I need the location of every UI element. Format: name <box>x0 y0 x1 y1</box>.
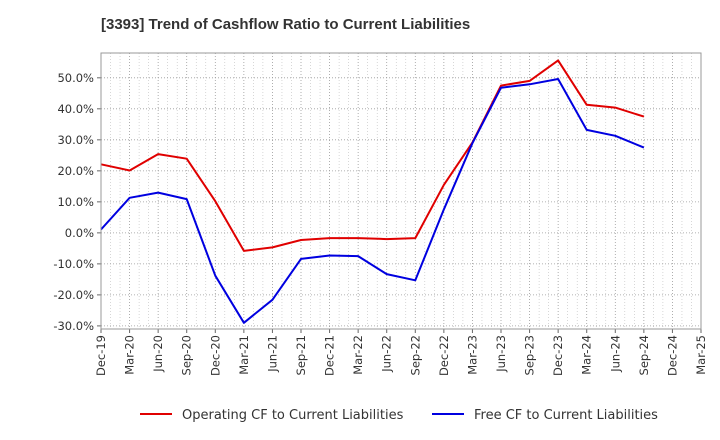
x-tick-label: Jun-24 <box>608 335 622 373</box>
y-tick-label: 0.0% <box>65 226 94 240</box>
series-line-free-cf <box>100 78 645 324</box>
x-tick-label: Mar-22 <box>351 335 365 375</box>
series-line-operating-cf <box>100 59 645 252</box>
chart-title: [3393] Trend of Cashflow Ratio to Curren… <box>101 16 470 33</box>
y-tick-label: 40.0% <box>57 102 94 116</box>
x-axis-ticks: Dec-19 Mar-20 Jun-20 Sep-20 Dec-20 Mar-21 Jun-… <box>94 329 708 376</box>
x-tick-label: Sep-24 <box>637 335 651 375</box>
legend-label-free-cf: Free CF to Current Liabilities <box>474 408 658 423</box>
x-tick-label: Dec-19 <box>94 335 108 376</box>
grid <box>100 53 702 329</box>
y-tick-label: 10.0% <box>57 195 94 209</box>
x-tick-label: Mar-25 <box>694 335 708 375</box>
x-tick-label: Dec-21 <box>323 335 337 376</box>
legend-label-operating-cf: Operating CF to Current Liabilities <box>182 408 404 423</box>
x-tick-label: Sep-21 <box>294 335 308 375</box>
x-tick-label: Sep-22 <box>408 335 422 375</box>
y-tick-label: -30.0% <box>53 319 94 333</box>
x-tick-label: Dec-22 <box>437 335 451 376</box>
plot-area-border <box>100 52 702 330</box>
x-tick-label: Dec-23 <box>551 335 565 376</box>
y-tick-label: -10.0% <box>53 257 94 271</box>
y-axis-ticks: 50.0% 40.0% 30.0% 20.0% 10.0% 0.0% -10.0% -20.0… <box>53 71 101 333</box>
x-tick-label: Jun-20 <box>151 335 165 373</box>
x-tick-label: Jun-21 <box>265 335 279 373</box>
y-tick-label: -20.0% <box>53 288 94 302</box>
x-tick-label: Jun-22 <box>380 335 394 373</box>
y-tick-label: 20.0% <box>57 164 94 178</box>
series-lines <box>100 59 645 324</box>
legend: Operating CF to Current Liabilities Free… <box>140 408 658 423</box>
x-tick-label: Dec-20 <box>208 335 222 376</box>
x-tick-label: Mar-20 <box>123 335 137 375</box>
x-tick-label: Jun-23 <box>494 335 508 373</box>
y-tick-label: 30.0% <box>57 133 94 147</box>
y-tick-label: 50.0% <box>57 71 94 85</box>
x-tick-label: Sep-20 <box>180 335 194 375</box>
x-tick-label: Mar-24 <box>580 335 594 375</box>
x-tick-label: Mar-23 <box>465 335 479 375</box>
x-tick-label: Dec-24 <box>665 335 679 376</box>
x-tick-label: Mar-21 <box>237 335 251 375</box>
x-tick-label: Sep-23 <box>523 335 537 375</box>
